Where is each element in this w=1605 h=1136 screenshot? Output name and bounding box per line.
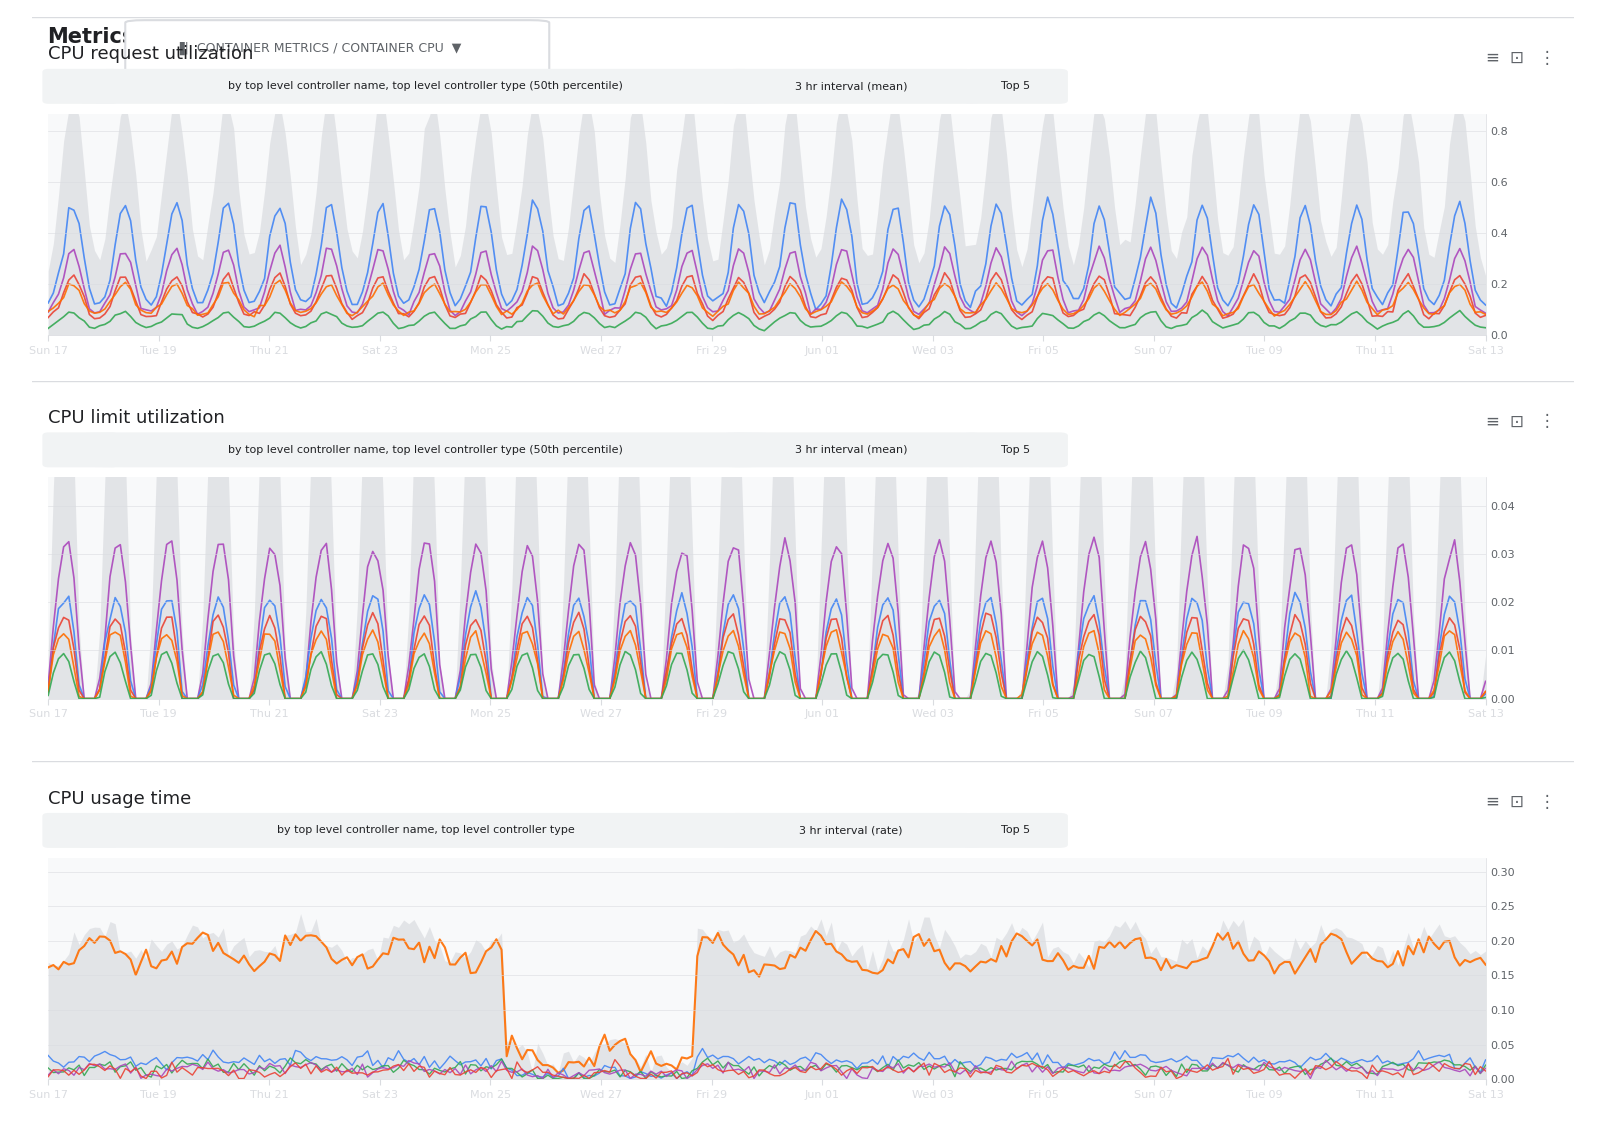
Text: ≡ 4: ≡ 4 xyxy=(71,826,90,835)
FancyBboxPatch shape xyxy=(717,433,984,467)
Text: ≡: ≡ xyxy=(1485,49,1499,67)
Text: CPU request utilization: CPU request utilization xyxy=(48,45,254,64)
FancyBboxPatch shape xyxy=(66,69,785,103)
Text: ⋮: ⋮ xyxy=(1538,412,1554,431)
Text: Top 5: Top 5 xyxy=(1000,826,1030,835)
Text: 3 hr interval (mean): 3 hr interval (mean) xyxy=(794,82,907,91)
FancyBboxPatch shape xyxy=(963,813,1067,847)
Text: by top level controller name, top level controller type: by top level controller name, top level … xyxy=(276,826,575,835)
FancyBboxPatch shape xyxy=(125,20,549,76)
FancyBboxPatch shape xyxy=(66,433,785,467)
Text: CPU limit utilization: CPU limit utilization xyxy=(48,409,225,427)
Text: ⊡: ⊡ xyxy=(1509,412,1523,431)
FancyBboxPatch shape xyxy=(963,69,1067,103)
Text: ≡ 4: ≡ 4 xyxy=(71,445,90,454)
FancyBboxPatch shape xyxy=(963,433,1067,467)
Text: 3 hr interval (mean): 3 hr interval (mean) xyxy=(794,445,907,454)
Text: Top 5: Top 5 xyxy=(1000,82,1030,91)
Text: CPU usage time: CPU usage time xyxy=(48,790,191,808)
Text: ⊡: ⊡ xyxy=(1509,793,1523,811)
FancyBboxPatch shape xyxy=(42,433,119,467)
FancyBboxPatch shape xyxy=(717,69,984,103)
Text: ⋮: ⋮ xyxy=(1538,793,1554,811)
Text: ⋮: ⋮ xyxy=(1538,49,1554,67)
FancyBboxPatch shape xyxy=(66,813,785,847)
Text: ≡: ≡ xyxy=(1485,412,1499,431)
Text: 3 hr interval (rate): 3 hr interval (rate) xyxy=(799,826,902,835)
Text: by top level controller name, top level controller type (50th percentile): by top level controller name, top level … xyxy=(228,445,623,454)
FancyBboxPatch shape xyxy=(42,69,119,103)
Text: Top 5: Top 5 xyxy=(1000,445,1030,454)
Text: ▐|  CONTAINER METRICS / CONTAINER CPU  ▼: ▐| CONTAINER METRICS / CONTAINER CPU ▼ xyxy=(175,42,462,55)
FancyBboxPatch shape xyxy=(42,813,119,847)
FancyBboxPatch shape xyxy=(717,813,984,847)
Text: ≡: ≡ xyxy=(1485,793,1499,811)
Text: by top level controller name, top level controller type (50th percentile): by top level controller name, top level … xyxy=(228,82,623,91)
Text: ⊡: ⊡ xyxy=(1509,49,1523,67)
Text: Metrics: Metrics xyxy=(48,27,135,47)
Text: ≡ 4: ≡ 4 xyxy=(71,82,90,91)
